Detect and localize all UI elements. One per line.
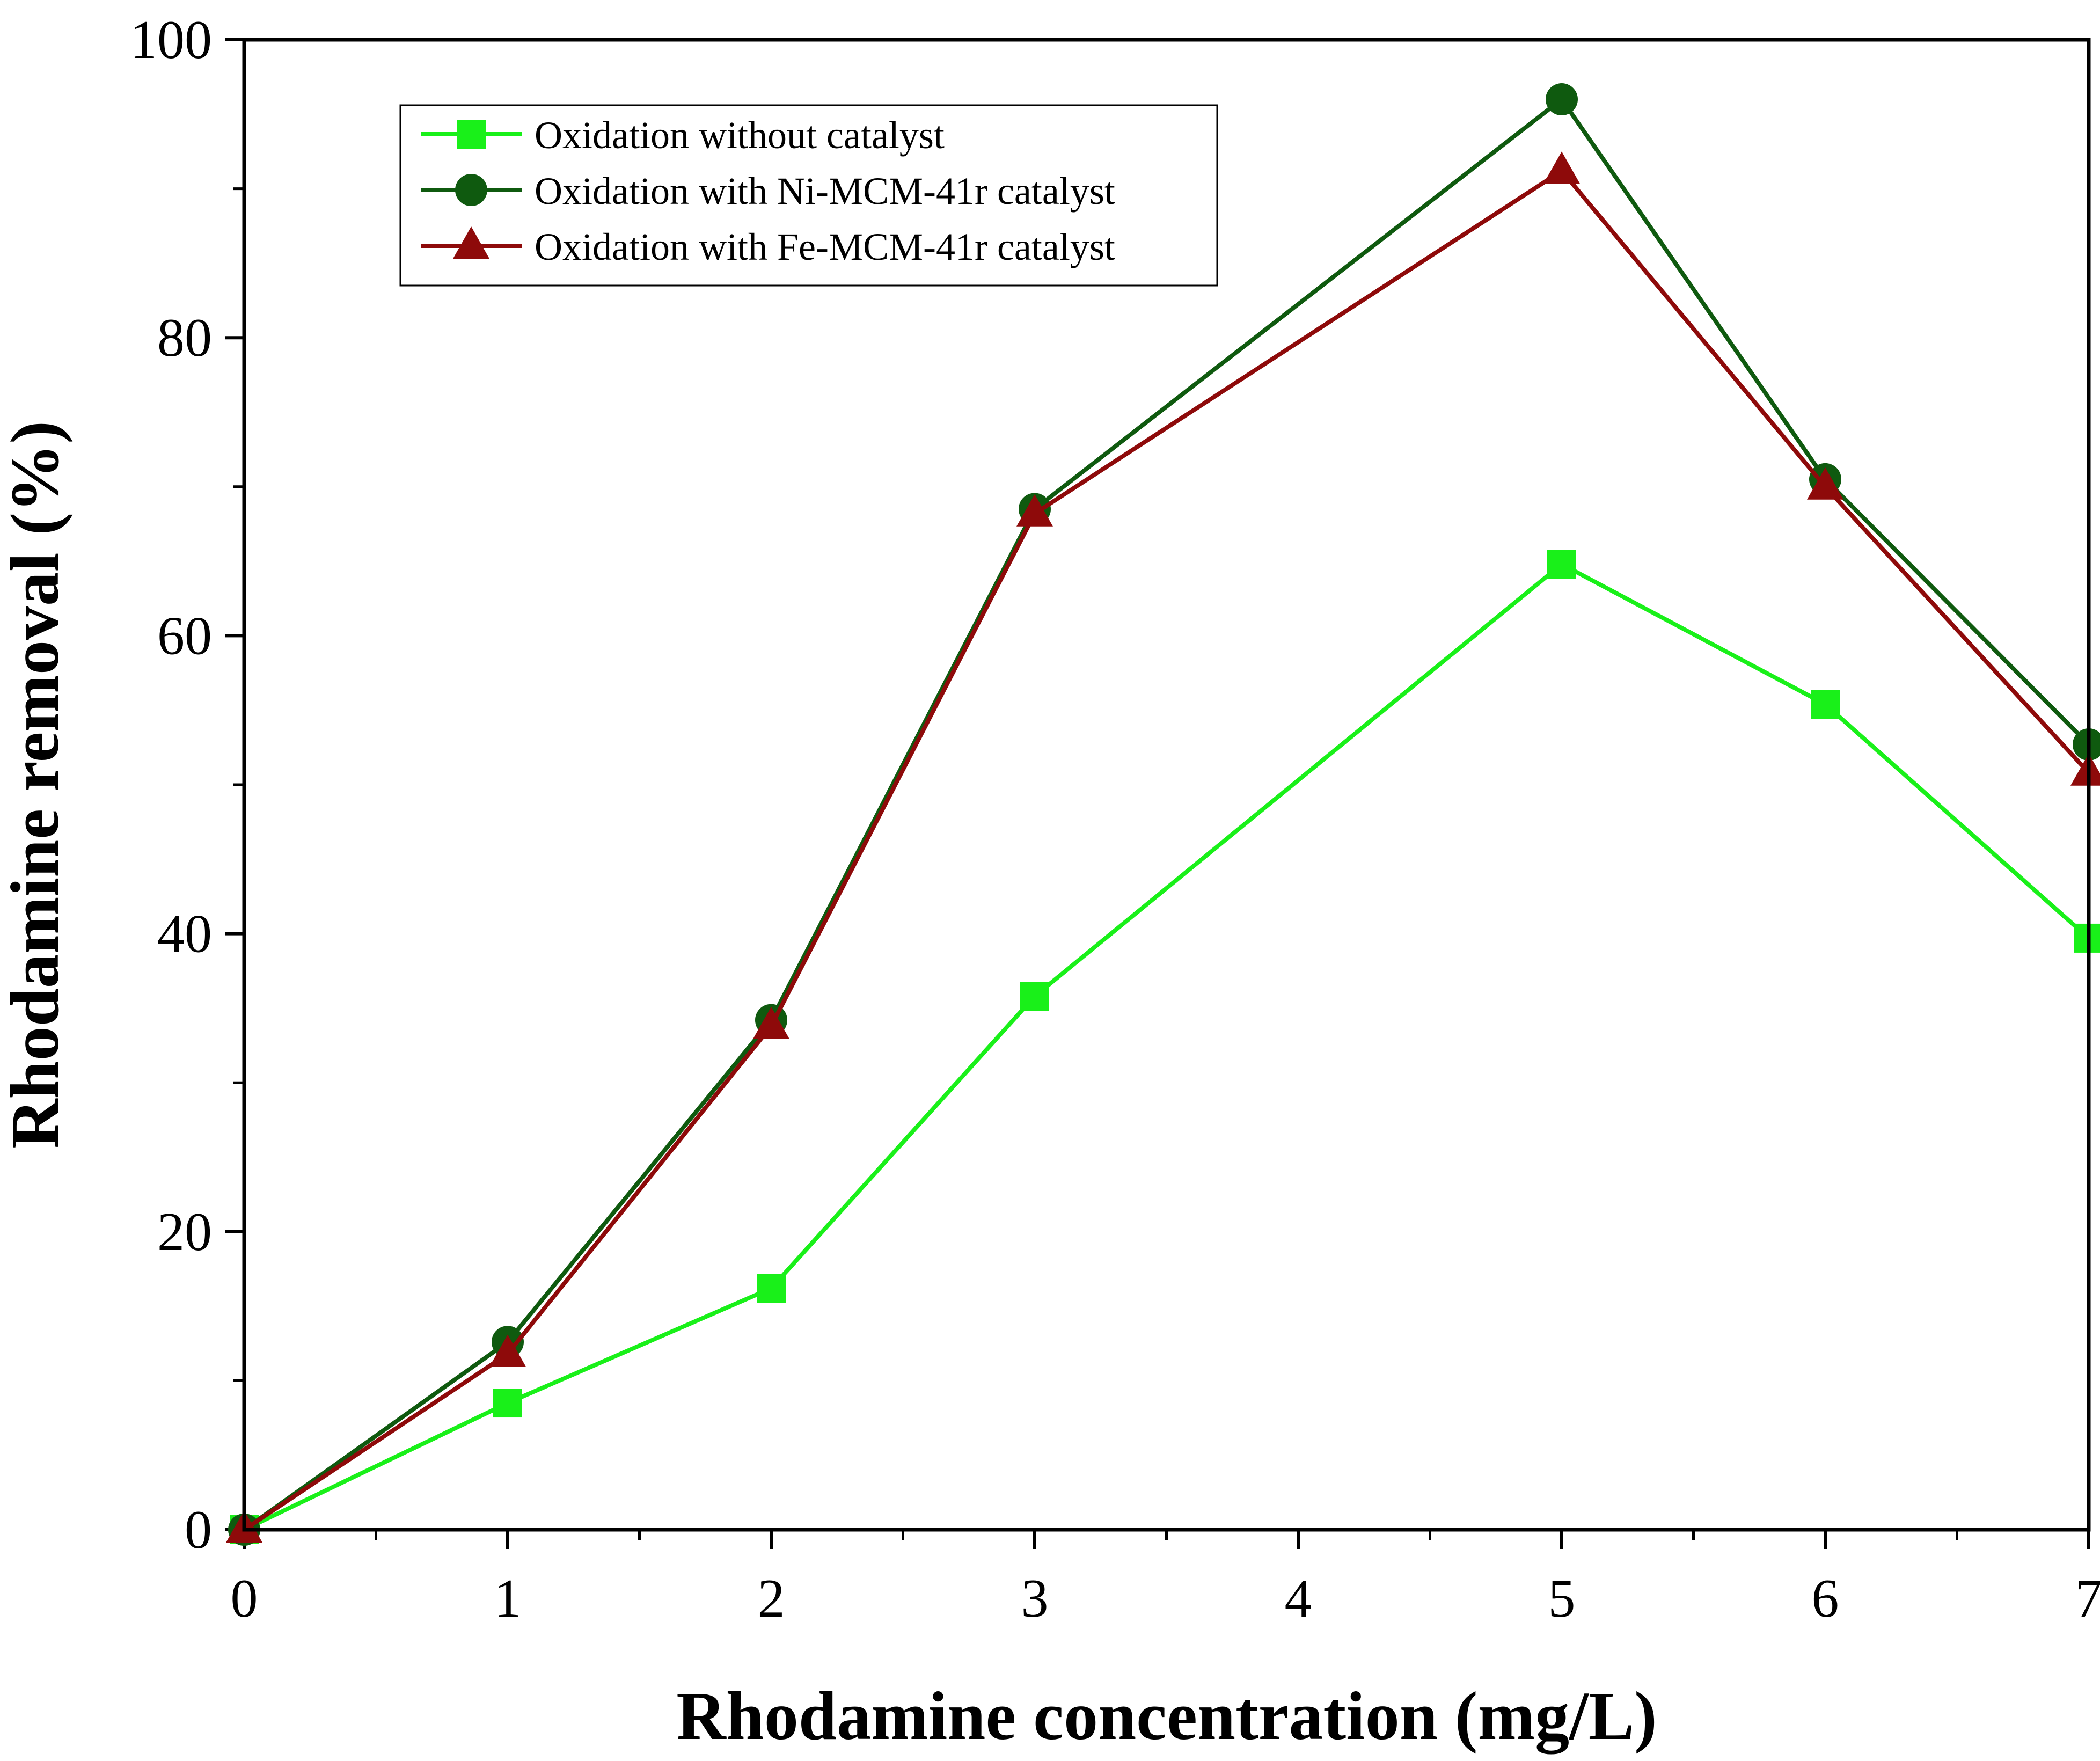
legend-label: Oxidation with Ni-MCM-41r catalyst [535,170,1115,213]
y-tick-labels: 0 20 40 60 80 100 [130,10,212,1560]
y-axis-title: Rhodamine removal (%) [0,421,73,1149]
legend-marker-square [457,120,486,149]
legend: Oxidation without catalyst Oxidation with… [399,104,1218,287]
legend-entry: Oxidation with Fe-MCM-41r catalyst [421,225,1115,268]
x-tick-label: 1 [494,1568,522,1629]
data-point-square [493,1389,522,1418]
x-tick-label: 3 [1021,1568,1049,1629]
y-tick-label: 40 [157,904,212,964]
data-point-circle [2073,728,2100,761]
data-point-triangle [1016,494,1053,527]
data-point-triangle [2070,753,2100,786]
x-tick-label: 5 [1548,1568,1576,1629]
y-tick-label: 60 [157,605,212,666]
x-tick-labels: 0 1 2 3 4 5 6 7 [231,1568,2100,1629]
data-point-triangle [489,1334,526,1367]
x-tick-label: 7 [2075,1568,2100,1629]
legend-entry: Oxidation without catalyst [421,114,945,157]
legend-label: Oxidation without catalyst [535,114,945,157]
data-point-square [1811,690,1840,719]
data-point-circle [1546,83,1578,116]
x-tick-label: 0 [231,1568,258,1629]
data-point-triangle [1807,467,1843,500]
y-tick-label: 100 [130,10,212,70]
x-tick-label: 6 [1812,1568,1839,1629]
series-triangle [226,151,2100,1543]
y-tick-label: 20 [157,1202,212,1262]
legend-entries: Oxidation without catalyst Oxidation with… [421,114,1115,268]
legend-marker-triangle [453,226,489,259]
legend-label: Oxidation with Fe-MCM-41r catalyst [535,225,1115,268]
legend-marker-circle [455,174,487,206]
plot-frame [242,38,2091,1532]
x-tick-label: 4 [1285,1568,1312,1629]
data-point-square [1020,982,1049,1011]
y-tick-label: 80 [157,308,212,368]
major-ticks [225,38,2090,1549]
legend-box [399,104,1218,287]
y-tick-label: 0 [185,1500,212,1560]
data-point-square [1547,550,1576,579]
legend-entry: Oxidation with Ni-MCM-41r catalyst [421,170,1115,213]
data-point-triangle [1543,151,1580,184]
x-axis-title: Rhodamine concentration (mg/L) [676,1678,1657,1754]
data-point-square [757,1274,786,1303]
x-tick-label: 2 [758,1568,785,1629]
data-point-triangle [753,1006,789,1039]
